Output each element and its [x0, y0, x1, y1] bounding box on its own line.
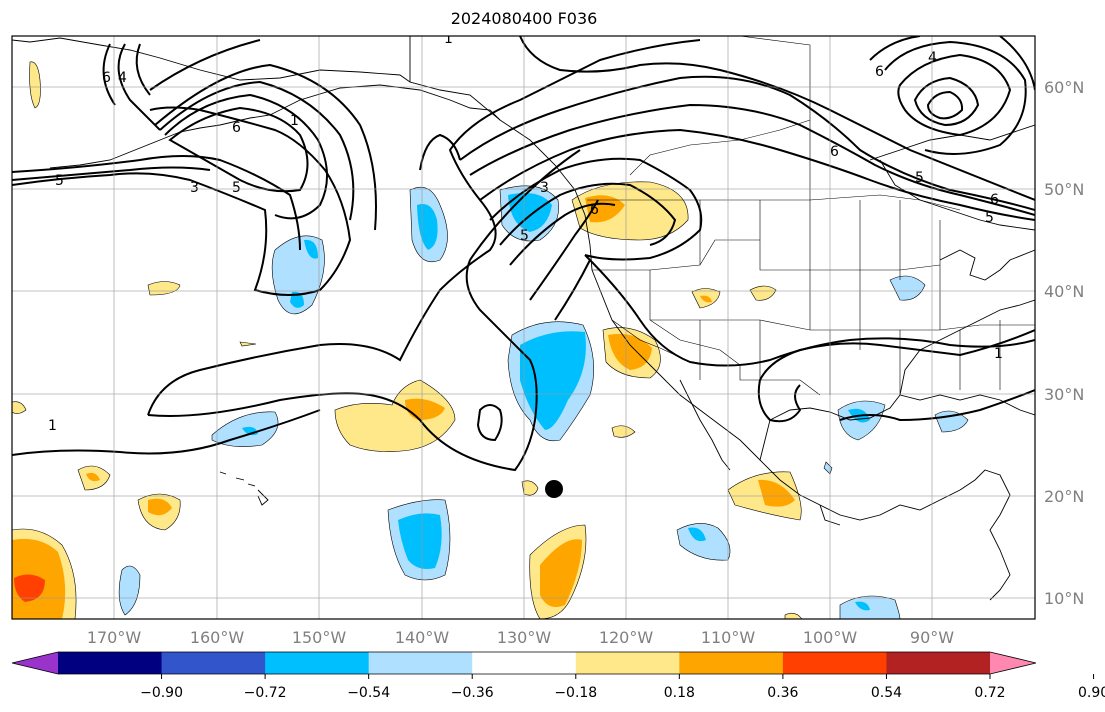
lon-label: 170°W: [87, 628, 142, 647]
contour-label: 6: [875, 64, 884, 80]
colorbar-segment: [161, 652, 266, 674]
colorbar-segment: [679, 652, 784, 674]
colorbar-extend-max: [990, 652, 1036, 674]
contour-label: 3: [540, 180, 549, 196]
contour-label: 6: [590, 202, 599, 218]
contour-label: 6: [102, 70, 111, 86]
contour-label: 4: [118, 70, 127, 86]
colorbar-segment: [265, 652, 370, 674]
contour-label: 1: [444, 31, 453, 47]
lon-labels: 170°W 160°W 150°W 140°W 130°W 120°W 110°…: [87, 628, 954, 647]
colorbar-segment: [472, 652, 577, 674]
colorbar-outline: [11, 651, 1037, 675]
gridlines: [12, 36, 1035, 619]
height-contours: [12, 36, 1035, 472]
colorbar-segment: [886, 652, 991, 674]
lon-label: 140°W: [395, 628, 450, 647]
contour-label: 1: [48, 418, 57, 434]
colorbar-extend-min: [12, 652, 58, 674]
colorbar-tick-label: 0.90: [1078, 685, 1105, 701]
contour-label: 5: [55, 173, 64, 189]
contour-label: 5: [915, 170, 924, 186]
lat-label: 30°N: [1044, 385, 1084, 404]
contour-labels: 6 4 1 6 3 5 1 5 6 3 5 6 4 6 5 5 6 1 1: [48, 31, 1003, 434]
contour-label: 5: [520, 228, 529, 244]
colorbar-segment: [575, 652, 680, 674]
lon-label: 130°W: [497, 628, 552, 647]
colorbar-tick-label: −0.90: [140, 685, 183, 701]
contour-label: 1: [994, 346, 1003, 362]
contour-label: 5: [232, 180, 241, 196]
lon-label: 110°W: [701, 628, 756, 647]
lat-labels: 60°N 50°N 40°N 30°N 20°N 10°N: [1044, 78, 1084, 608]
contour-label: 4: [928, 50, 937, 66]
contour-label: 6: [830, 144, 839, 160]
contour-label: 3: [190, 180, 199, 196]
contour-label: 5: [985, 210, 994, 226]
contour-label: 6: [990, 192, 999, 208]
lat-label: 10°N: [1044, 589, 1084, 608]
map-title: 2024080400 F036: [450, 9, 598, 28]
lon-label: 150°W: [292, 628, 347, 647]
contour-label: 6: [232, 120, 241, 136]
colorbar-tick-label: −0.18: [554, 685, 597, 701]
lon-label: 160°W: [190, 628, 245, 647]
contour-label: 1: [290, 113, 299, 129]
colorbar-tick-label: 0.54: [871, 685, 902, 701]
colorbar-tick-label: −0.72: [244, 685, 287, 701]
colorbar-tick-label: −0.36: [451, 685, 494, 701]
anomaly-fills: [12, 61, 969, 619]
colorbar-segment: [368, 652, 473, 674]
lon-label: 120°W: [599, 628, 654, 647]
colorbar-segment: [782, 652, 887, 674]
negative-anomalies: [118, 185, 969, 619]
colorbar-segment: [58, 652, 163, 674]
lat-label: 40°N: [1044, 282, 1084, 301]
colorbar: −0.90 −0.72 −0.54 −0.36 −0.18 0.18 0.36 0.54 0.7…: [11, 651, 1105, 701]
colorbar-tick-label: −0.54: [347, 685, 390, 701]
lon-label: 100°W: [803, 628, 858, 647]
lon-label: 90°W: [910, 628, 954, 647]
lat-label: 50°N: [1044, 180, 1084, 199]
black-dot-marker: [545, 480, 563, 498]
map-frame: [11, 35, 1036, 620]
colorbar-tick-label: 0.18: [664, 685, 695, 701]
lat-label: 20°N: [1044, 487, 1084, 506]
colorbar-tick-label: 0.72: [974, 685, 1005, 701]
positive-anomalies: [12, 61, 803, 619]
lat-label: 60°N: [1044, 78, 1084, 97]
colorbar-tick-label: 0.36: [767, 685, 798, 701]
